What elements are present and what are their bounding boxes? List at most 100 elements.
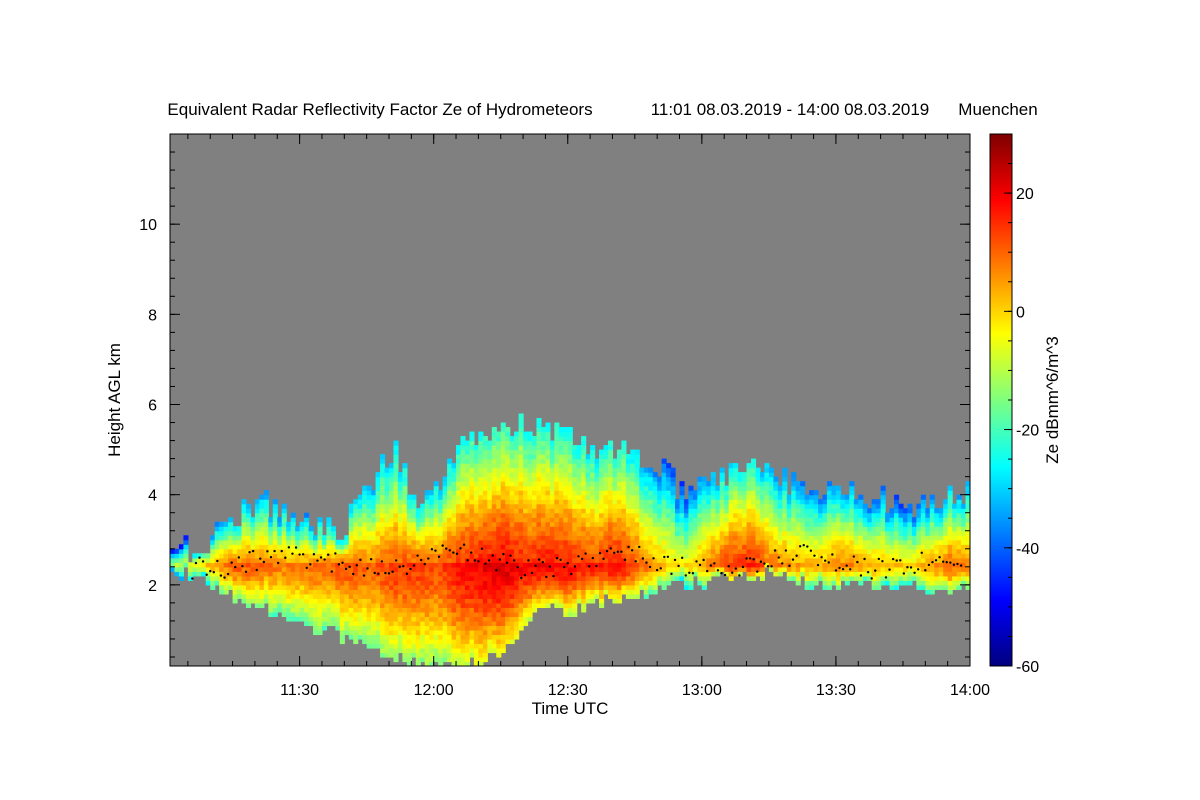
field-cell [666, 530, 672, 536]
field-cell [375, 553, 381, 559]
field-cell [603, 584, 609, 590]
field-cell [277, 566, 283, 572]
field-cell [393, 562, 399, 568]
field-cell [898, 548, 904, 554]
field-cell [661, 472, 667, 478]
field-cell [321, 611, 328, 618]
field-cell [858, 548, 864, 554]
field-cell [375, 566, 381, 572]
field-cell [603, 472, 609, 478]
field-cell [380, 589, 386, 595]
field-cell [581, 598, 587, 604]
field-cell [558, 476, 564, 482]
field-cell [862, 526, 868, 532]
field-cell [523, 557, 529, 563]
field-cell [384, 553, 390, 559]
field-cell [371, 535, 377, 541]
field-cell [518, 598, 524, 604]
field-cell [719, 467, 725, 473]
field-cell [245, 508, 252, 514]
field-cell [402, 589, 408, 595]
field-cell [451, 521, 457, 527]
field-cell [679, 521, 685, 527]
field-cell [464, 548, 471, 554]
field-cell [594, 553, 600, 559]
field-cell [411, 607, 417, 613]
field-cell [438, 589, 444, 595]
field-cell [456, 625, 462, 631]
field-cell [764, 544, 770, 550]
field-cell [290, 548, 296, 554]
field-cell [862, 571, 868, 577]
field-cell [482, 517, 488, 523]
field-cell [630, 580, 636, 586]
field-cell [384, 620, 390, 627]
field-cell [835, 553, 841, 559]
field-cell [313, 562, 319, 568]
field-cell [782, 494, 788, 500]
field-cell [424, 503, 430, 509]
field-cell [849, 530, 855, 536]
field-cell [326, 539, 332, 545]
field-cell [572, 499, 578, 505]
field-cell [724, 494, 730, 500]
field-cell [469, 530, 475, 536]
field-cell [545, 553, 551, 559]
field-cell [375, 607, 381, 613]
field-cell [272, 602, 278, 608]
field-cell [572, 503, 578, 509]
field-cell [460, 499, 466, 505]
field-cell [710, 503, 716, 509]
field-cell [375, 625, 381, 631]
field-cell [420, 553, 426, 559]
field-cell [456, 463, 462, 469]
field-cell [755, 535, 761, 541]
field-cell [567, 499, 573, 505]
field-cell [451, 643, 457, 649]
field-cell [406, 508, 412, 514]
field-cell [581, 580, 587, 586]
field-cell [585, 476, 591, 482]
field-cell [826, 580, 833, 586]
field-cell [433, 557, 439, 563]
field-cell [706, 503, 712, 509]
field-cell [572, 544, 578, 550]
field-cell [885, 521, 891, 527]
field-cell [464, 584, 471, 590]
field-cell [907, 539, 913, 545]
field-cell [795, 553, 801, 559]
field-cell [402, 508, 408, 514]
field-cell [393, 463, 399, 469]
field-cell [594, 521, 600, 527]
field-cell [339, 566, 345, 572]
field-cell [228, 548, 234, 554]
field-cell [388, 607, 395, 613]
field-cell [402, 656, 408, 663]
field-cell [706, 526, 712, 532]
field-column [397, 472, 403, 654]
field-cell [487, 530, 493, 536]
field-cell [585, 494, 591, 500]
field-cell [429, 544, 435, 550]
field-cell [326, 611, 332, 618]
field-cell [549, 557, 555, 563]
field-cell [500, 539, 506, 545]
field-cell [460, 512, 466, 518]
field-cell [929, 526, 935, 532]
field-cell [272, 539, 278, 545]
field-cell [898, 517, 904, 523]
field-cell [317, 544, 323, 550]
field-column [540, 427, 547, 608]
field-cell [388, 566, 395, 572]
field-cell [330, 602, 336, 608]
field-cell [371, 490, 377, 496]
field-cell [599, 571, 605, 577]
field-cell [567, 553, 573, 559]
field-column [429, 490, 435, 666]
field-cell [375, 557, 381, 563]
field-cell [826, 553, 833, 559]
field-cell [366, 607, 372, 613]
field-cell [581, 575, 587, 581]
field-cell [621, 575, 627, 581]
field-cell [728, 553, 734, 559]
